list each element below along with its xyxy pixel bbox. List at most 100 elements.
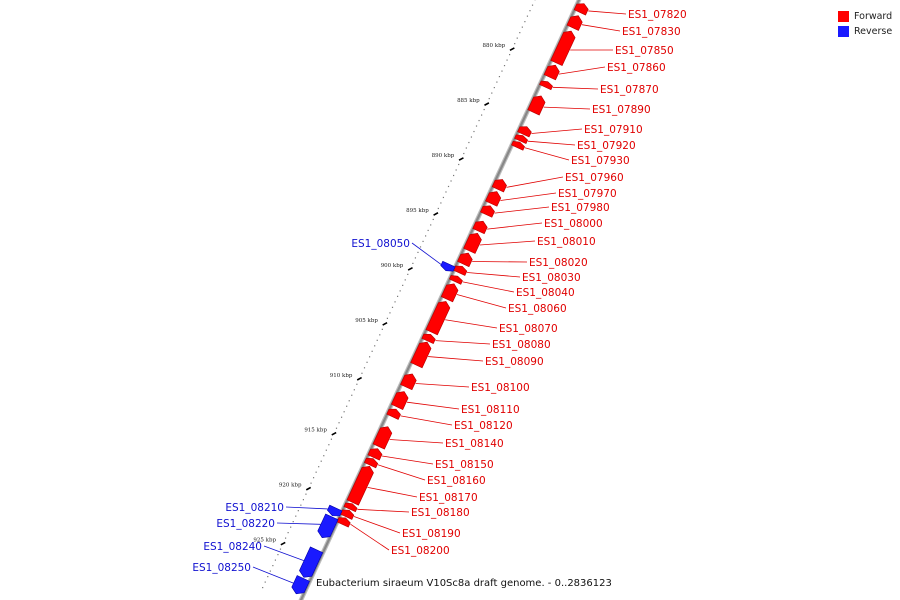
ruler-dot xyxy=(312,477,315,479)
gene-label-ES1_08150: ES1_08150 xyxy=(381,455,494,471)
gene-label-ES1_08010: ES1_08010 xyxy=(479,236,596,248)
legend-label-reverse: Reverse xyxy=(854,26,893,37)
ruler-dot xyxy=(353,389,355,391)
gene-label-text: ES1_08010 xyxy=(537,236,596,248)
gene-label-text: ES1_08070 xyxy=(499,323,558,335)
gene-label-ES1_07850: ES1_07850 xyxy=(570,45,674,57)
ruler-dot xyxy=(376,339,378,341)
leader-line xyxy=(487,222,543,230)
ruler-dot xyxy=(417,251,419,254)
gene-arrow xyxy=(343,502,358,513)
gene-arrow xyxy=(386,408,401,420)
ruler-dot xyxy=(340,416,343,418)
ruler-dot xyxy=(292,521,294,523)
gene-arrow xyxy=(317,513,339,539)
gene-label-ES1_08080: ES1_08080 xyxy=(435,339,551,351)
leader-line xyxy=(500,192,557,201)
ruler-dot xyxy=(419,246,422,248)
gene-ES1_07830 xyxy=(566,15,583,31)
ruler-dot xyxy=(437,207,439,210)
tick-label: 910 kbp xyxy=(330,373,353,379)
ruler-dot xyxy=(328,444,330,446)
gene-ES1_08090 xyxy=(410,341,432,369)
ruler-dot xyxy=(300,504,302,506)
ruler-dot xyxy=(450,180,452,182)
tick-label: 895 kbp xyxy=(406,208,429,214)
leader-line xyxy=(558,66,606,75)
ruler-dot xyxy=(346,405,348,407)
ruler-dot xyxy=(343,411,345,413)
ruler-dot xyxy=(470,136,473,138)
gene-arrow xyxy=(573,3,589,16)
ruler-dot xyxy=(295,515,297,517)
ruler-dot xyxy=(264,581,266,583)
gene-label-ES1_07890: ES1_07890 xyxy=(543,104,651,116)
ruler-dot xyxy=(488,97,490,100)
gene-label-ES1_08200: ES1_08200 xyxy=(350,523,450,557)
gene-arrow xyxy=(449,275,463,285)
gene-labels: ES1_07820 ES1_07830 ES1_07850 ES1_07860 ES1_… xyxy=(192,9,687,584)
gene-ES1_08000 xyxy=(472,220,488,235)
gene-label-ES1_08250: ES1_08250 xyxy=(192,562,294,584)
ruler-dot xyxy=(447,185,450,188)
ruler-dot xyxy=(381,328,383,330)
gene-ES1_08220 xyxy=(317,513,339,539)
strand-legend: Forward Reverse xyxy=(838,9,892,39)
gene-label-ES1_08160: ES1_08160 xyxy=(377,464,486,487)
legend-item-reverse: Reverse xyxy=(838,24,892,39)
tick-label: 890 kbp xyxy=(432,153,455,159)
tick-label: 925 kbp xyxy=(253,538,276,544)
gene-label-ES1_07910: ES1_07910 xyxy=(531,124,643,136)
scale-tick xyxy=(433,212,439,216)
gene-label-ES1_07960: ES1_07960 xyxy=(506,172,624,188)
gene-label-ES1_08000: ES1_08000 xyxy=(487,218,603,230)
gene-label-text: ES1_07830 xyxy=(622,26,681,38)
gene-label-ES1_08240: ES1_08240 xyxy=(203,541,304,561)
gene-ES1_07910 xyxy=(517,126,532,138)
gene-ES1_07890 xyxy=(527,95,546,116)
ruler-dot xyxy=(361,372,363,374)
gene-arrow xyxy=(463,232,482,254)
ruler-dot xyxy=(399,290,401,292)
gene-ES1_08140 xyxy=(372,426,393,450)
ruler-dot xyxy=(465,147,467,149)
gene-label-text: ES1_08060 xyxy=(508,303,567,315)
gene-label-ES1_08040: ES1_08040 xyxy=(462,281,575,299)
gene-arrow xyxy=(400,373,417,391)
leader-line xyxy=(252,566,294,584)
gene-arrow xyxy=(527,95,546,116)
gene-label-text: ES1_08170 xyxy=(419,492,478,504)
gene-ES1_07820 xyxy=(573,3,589,16)
ruler-dot xyxy=(427,229,429,232)
gene-label-text: ES1_08180 xyxy=(411,507,470,519)
gene-ES1_08240 xyxy=(299,546,324,578)
ruler-dot xyxy=(516,37,518,39)
leader-line xyxy=(276,522,321,525)
scale-tick xyxy=(458,157,464,161)
ruler-dot xyxy=(529,10,531,12)
ruler-dot xyxy=(475,125,478,127)
gene-label-ES1_07980: ES1_07980 xyxy=(494,202,610,214)
ruler-dot xyxy=(445,191,447,193)
gene-label-ES1_08100: ES1_08100 xyxy=(415,382,530,394)
ruler-dot xyxy=(412,262,414,265)
gene-label-ES1_07870: ES1_07870 xyxy=(552,84,659,96)
ruler-dot xyxy=(351,394,353,396)
gene-arrow xyxy=(346,465,374,506)
ruler-dot xyxy=(402,284,404,286)
gene-label-ES1_08110: ES1_08110 xyxy=(406,401,520,416)
ruler-dot xyxy=(453,174,455,177)
leader-line xyxy=(350,523,390,551)
leader-line xyxy=(406,401,460,410)
ruler-dot xyxy=(498,75,501,78)
gene-ES1_07980 xyxy=(480,205,495,218)
ruler-dot xyxy=(455,169,457,171)
ruler-dot xyxy=(348,400,350,402)
gene-label-text: ES1_08100 xyxy=(471,382,530,394)
gene-label-ES1_08190: ES1_08190 xyxy=(353,516,461,540)
gene-label-text: ES1_08200 xyxy=(391,545,450,557)
leader-line xyxy=(435,340,491,345)
gene-label-text: ES1_07930 xyxy=(571,155,630,167)
ruler-dot xyxy=(323,455,325,457)
ruler-dot xyxy=(442,196,445,199)
